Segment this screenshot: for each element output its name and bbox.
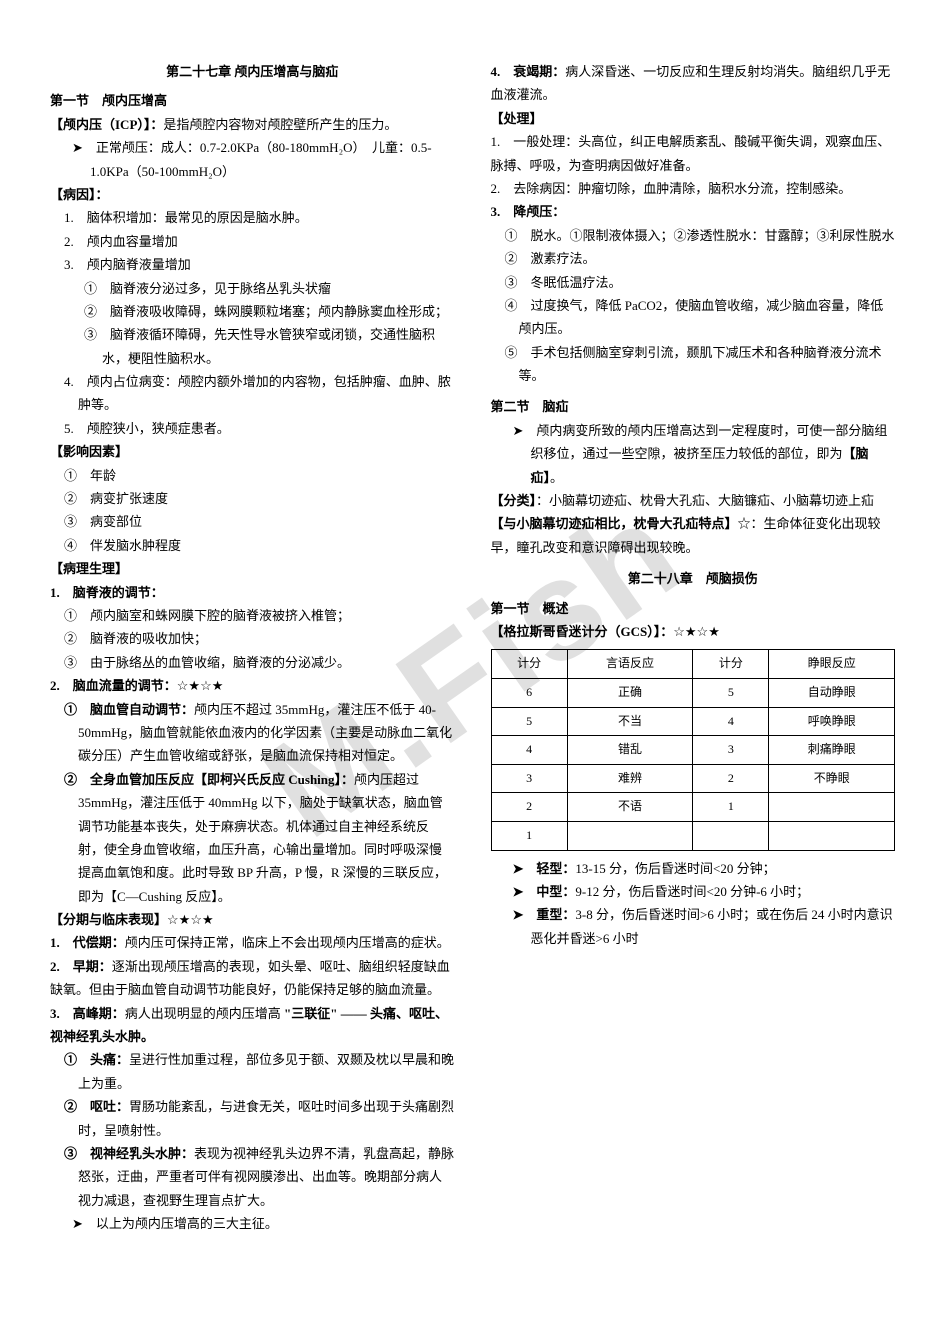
section-28-1-title: 第一节 概述 xyxy=(491,597,896,620)
etio-3b: ② 脑脊液吸收障碍，蛛网膜颗粒堵塞；颅内静脉窦血栓形成； xyxy=(50,300,455,323)
treat-2: 2. 去除病因：肿瘤切除，血肿清除，脑积水分流，控制感染。 xyxy=(491,177,896,200)
patho-2b: ② 全身血管加压反应【即柯兴氏反应 Cushing】：颅内压超过 35mmHg，… xyxy=(50,768,455,908)
gcs-h3: 睁眼反应 xyxy=(769,650,895,679)
stage-3d: ➤ 以上为颅内压增高的三大主征。 xyxy=(50,1212,455,1235)
patho-1-label: 1. 脑脊液的调节： xyxy=(50,581,455,604)
treat-label: 【处理】 xyxy=(491,107,896,130)
stage-4: 4. 衰竭期：病人深昏迷、一切反应和生理反射均消失。脑组织几乎无血液灌流。 xyxy=(491,60,896,107)
hernia-class: 【分类】：小脑幕切迹疝、枕骨大孔疝、大脑镰疝、小脑幕切迹上疝 xyxy=(491,489,896,512)
gcs-h2: 计分 xyxy=(693,650,769,679)
etiology-label: 【病因】： xyxy=(50,183,455,206)
etio-3c: ③ 脑脊液循环障碍，先天性导水管狭窄或闭锁，交通性脑积水，梗阻性脑积水。 xyxy=(50,323,455,370)
hernia-compare: 【与小脑幕切迹疝相比，枕骨大孔疝特点】☆：生命体征变化出现较早，瞳孔改变和意识障… xyxy=(491,512,896,559)
etio-3: 3. 颅内脑脊液量增加 xyxy=(50,253,455,276)
icp-definition: 【颅内压（ICP）】：是指颅腔内容物对颅腔壁所产生的压力。 xyxy=(50,113,455,136)
treat-3c: ③ 冬眠低温疗法。 xyxy=(491,271,896,294)
stage-1: 1. 代偿期：颅内压可保持正常，临床上不会出现颅内压增高的症状。 xyxy=(50,931,455,954)
gcs-h1: 言语反应 xyxy=(567,650,693,679)
chapter-27-title: 第二十七章 颅内压增高与脑疝 xyxy=(50,60,455,83)
factor-2: ② 病变扩张速度 xyxy=(50,487,455,510)
etio-5: 5. 颅腔狭小，狭颅症患者。 xyxy=(50,417,455,440)
section-1-title: 第一节 颅内压增高 xyxy=(50,89,455,112)
patho-1c: ③ 由于脉络丛的血管收缩，脑脊液的分泌减少。 xyxy=(50,651,455,674)
gcs-table: 计分 言语反应 计分 睁眼反应 6正确5自动睁眼 5不当4呼唤睁眼 4错乱3刺痛… xyxy=(491,649,896,850)
etio-4: 4. 颅内占位病变：颅腔内额外增加的内容物，包括肿瘤、血肿、脓肿等。 xyxy=(50,370,455,417)
patho-2-label: 2. 脑血流量的调节：☆★☆★ xyxy=(50,674,455,697)
patho-1b: ② 脑脊液的吸收加快； xyxy=(50,627,455,650)
treat-3-label: 3. 降颅压： xyxy=(491,200,896,223)
gcs-h0: 计分 xyxy=(491,650,567,679)
etio-2: 2. 颅内血容量增加 xyxy=(50,230,455,253)
factor-label: 【影响因素】 xyxy=(50,440,455,463)
etio-3a: ① 脑脊液分泌过多，见于脉络丛乳头状瘤 xyxy=(50,277,455,300)
treat-3b: ② 激素疗法。 xyxy=(491,247,896,270)
patho-label: 【病理生理】 xyxy=(50,557,455,580)
icp-normal: ➤ 正常颅压：成人：0.7-2.0KPa（80-180mmH₂O） 儿童：0.5… xyxy=(50,136,455,183)
factor-3: ③ 病变部位 xyxy=(50,510,455,533)
stage-3c: ③ 视神经乳头水肿：表现为视神经乳头边界不清，乳盘高起，静脉怒张，迂曲，严重者可… xyxy=(50,1142,455,1212)
factor-4: ④ 伴发脑水肿程度 xyxy=(50,534,455,557)
stage-3a: ① 头痛：呈进行性加重过程，部位多见于额、双颞及枕以早晨和晚上为重。 xyxy=(50,1048,455,1095)
chapter-28-title: 第二十八章 颅脑损伤 xyxy=(491,567,896,590)
treat-3e: ⑤ 手术包括侧脑室穿刺引流，颞肌下减压术和各种脑脊液分流术等。 xyxy=(491,341,896,388)
stage-label: 【分期与临床表现】☆★☆★ xyxy=(50,908,455,931)
treat-3d: ④ 过度换气，降低 PaCO2，使脑血管收缩，减少脑血容量，降低颅内压。 xyxy=(491,294,896,341)
gcs-label: 【格拉斯哥昏迷计分（GCS）】：☆★☆★ xyxy=(491,620,896,643)
gcs-moderate: ➤ 中型：9-12 分，伤后昏迷时间<20 分钟-6 小时； xyxy=(491,880,896,903)
stage-3b: ② 呕吐：胃肠功能紊乱，与进食无关，呕吐时间多出现于头痛剧烈时，呈喷射性。 xyxy=(50,1095,455,1142)
factor-1: ① 年龄 xyxy=(50,464,455,487)
gcs-mild: ➤ 轻型：13-15 分，伤后昏迷时间<20 分钟； xyxy=(491,857,896,880)
treat-1: 1. 一般处理：头高位，纠正电解质紊乱、酸碱平衡失调，观察血压、脉搏、呼吸，为查… xyxy=(491,130,896,177)
patho-2a: ① 脑血管自动调节：颅内压不超过 35mmHg，灌注压不低于 40-50mmHg… xyxy=(50,698,455,768)
gcs-severe: ➤ 重型：3-8 分，伤后昏迷时间>6 小时；或在伤后 24 小时内意识恶化并昏… xyxy=(491,903,896,950)
patho-1a: ① 颅内脑室和蛛网膜下腔的脑脊液被挤入椎管； xyxy=(50,604,455,627)
hernia-def: ➤ 颅内病变所致的颅内压增高达到一定程度时，可使一部分脑组织移位，通过一些空隙，… xyxy=(491,419,896,489)
etio-1: 1. 脑体积增加：最常见的原因是脑水肿。 xyxy=(50,206,455,229)
section-2-title: 第二节 脑疝 xyxy=(491,395,896,418)
stage-2: 2. 早期：逐渐出现颅压增高的表现，如头晕、呕吐、脑组织轻度缺血缺氧。但由于脑血… xyxy=(50,955,455,1002)
content-columns: 第二十七章 颅内压增高与脑疝 第一节 颅内压增高 【颅内压（ICP）】：是指颅腔… xyxy=(50,60,895,1260)
stage-3: 3. 高峰期：病人出现明显的颅内压增高 "三联征" —— 头痛、呕吐、视神经乳头… xyxy=(50,1002,455,1049)
treat-3a: ① 脱水。①限制液体摄入；②渗透性脱水：甘露醇；③利尿性脱水 xyxy=(491,224,896,247)
